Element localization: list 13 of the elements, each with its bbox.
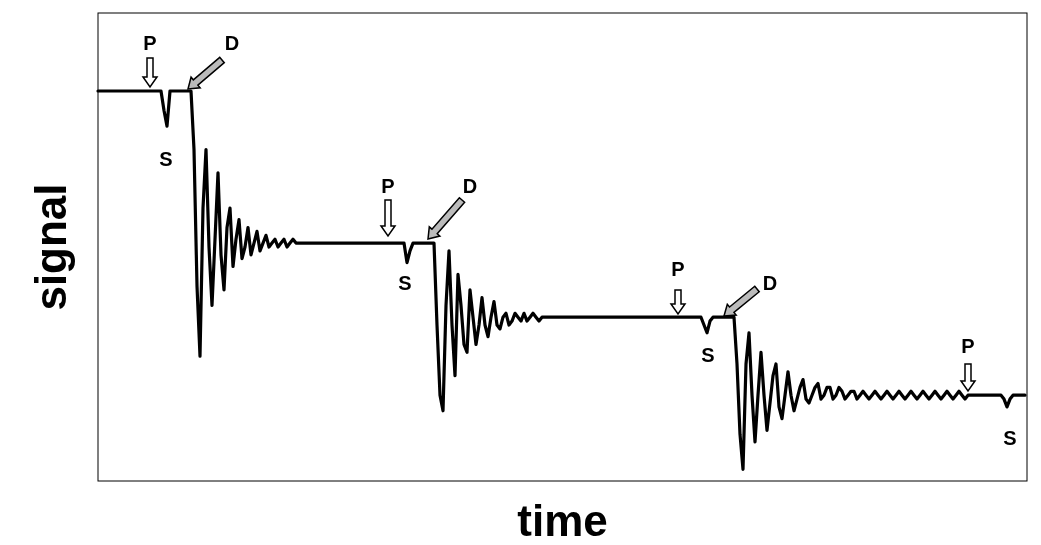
annotation: P bbox=[961, 335, 975, 357]
text: D bbox=[224, 32, 240, 54]
annotation: S bbox=[398, 272, 412, 294]
y-axis-title: signal bbox=[26, 183, 75, 311]
annotation: S bbox=[1003, 427, 1017, 449]
annotation: S bbox=[701, 344, 715, 366]
text: P bbox=[143, 32, 157, 54]
x-axis-title: time bbox=[517, 496, 608, 545]
annotation: P bbox=[381, 175, 395, 197]
annotation: S bbox=[159, 148, 173, 170]
annotation: D bbox=[762, 272, 778, 294]
annotation: P bbox=[671, 258, 685, 280]
annotation: D bbox=[462, 175, 478, 197]
